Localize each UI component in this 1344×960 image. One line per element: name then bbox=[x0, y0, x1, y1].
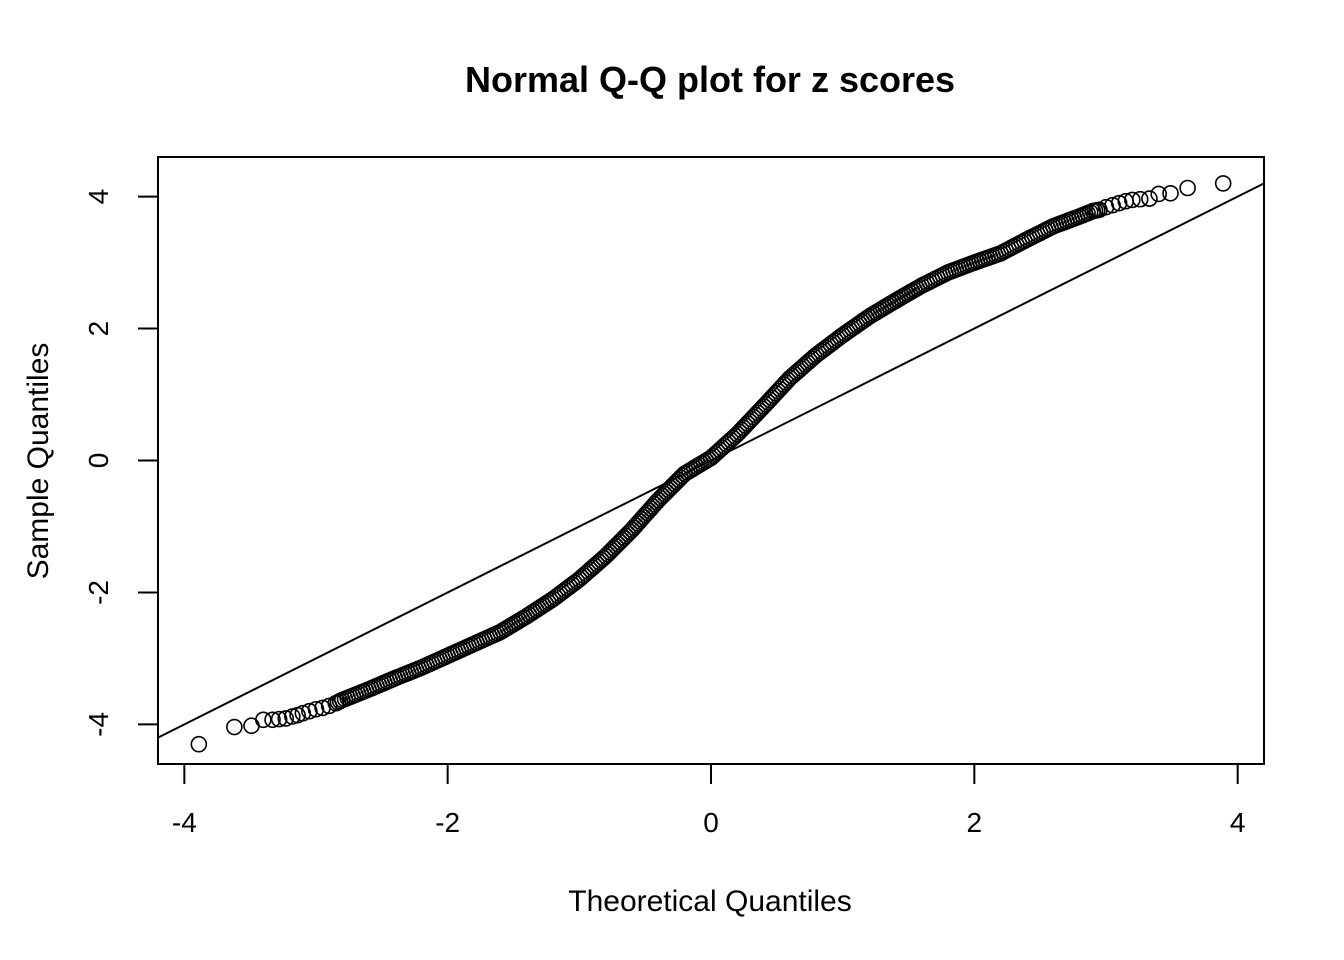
data-point bbox=[1141, 190, 1158, 207]
x-axis-label: Theoretical Quantiles bbox=[568, 885, 851, 918]
data-point bbox=[307, 700, 325, 718]
y-tick-label: 4 bbox=[83, 189, 114, 205]
data-point bbox=[726, 427, 744, 445]
data-point bbox=[255, 711, 272, 729]
y-tick-label: -4 bbox=[83, 712, 114, 737]
data-point bbox=[270, 710, 288, 728]
data-point bbox=[243, 717, 260, 735]
chart-title: Normal Q-Q plot for z scores bbox=[465, 59, 955, 100]
data-point bbox=[1214, 175, 1232, 192]
data-point bbox=[1131, 190, 1149, 208]
data-point bbox=[264, 711, 281, 729]
x-tick-label: -4 bbox=[172, 807, 197, 838]
y-tick-label: 2 bbox=[83, 321, 114, 337]
data-point bbox=[277, 710, 295, 727]
data-point bbox=[1162, 184, 1179, 202]
y-tick-label: -2 bbox=[83, 580, 114, 605]
x-axis: -4 -2 0 2 4 bbox=[172, 764, 1246, 838]
y-tick-label: 0 bbox=[83, 453, 114, 469]
data-point bbox=[1150, 185, 1167, 203]
data-point bbox=[1110, 194, 1128, 212]
y-axis-label: Sample Quantiles bbox=[22, 343, 55, 580]
x-tick-label: 0 bbox=[703, 807, 719, 838]
data-points bbox=[190, 175, 1232, 753]
data-point bbox=[301, 702, 318, 720]
y-axis: -4 -2 0 2 4 bbox=[83, 189, 158, 737]
x-tick-label: -2 bbox=[435, 807, 460, 838]
data-point bbox=[226, 718, 243, 736]
data-point bbox=[1179, 179, 1196, 197]
x-tick-label: 2 bbox=[967, 807, 983, 838]
data-point bbox=[1124, 191, 1141, 209]
x-tick-label: 4 bbox=[1230, 807, 1246, 838]
data-point bbox=[190, 735, 208, 753]
data-point bbox=[775, 376, 793, 393]
